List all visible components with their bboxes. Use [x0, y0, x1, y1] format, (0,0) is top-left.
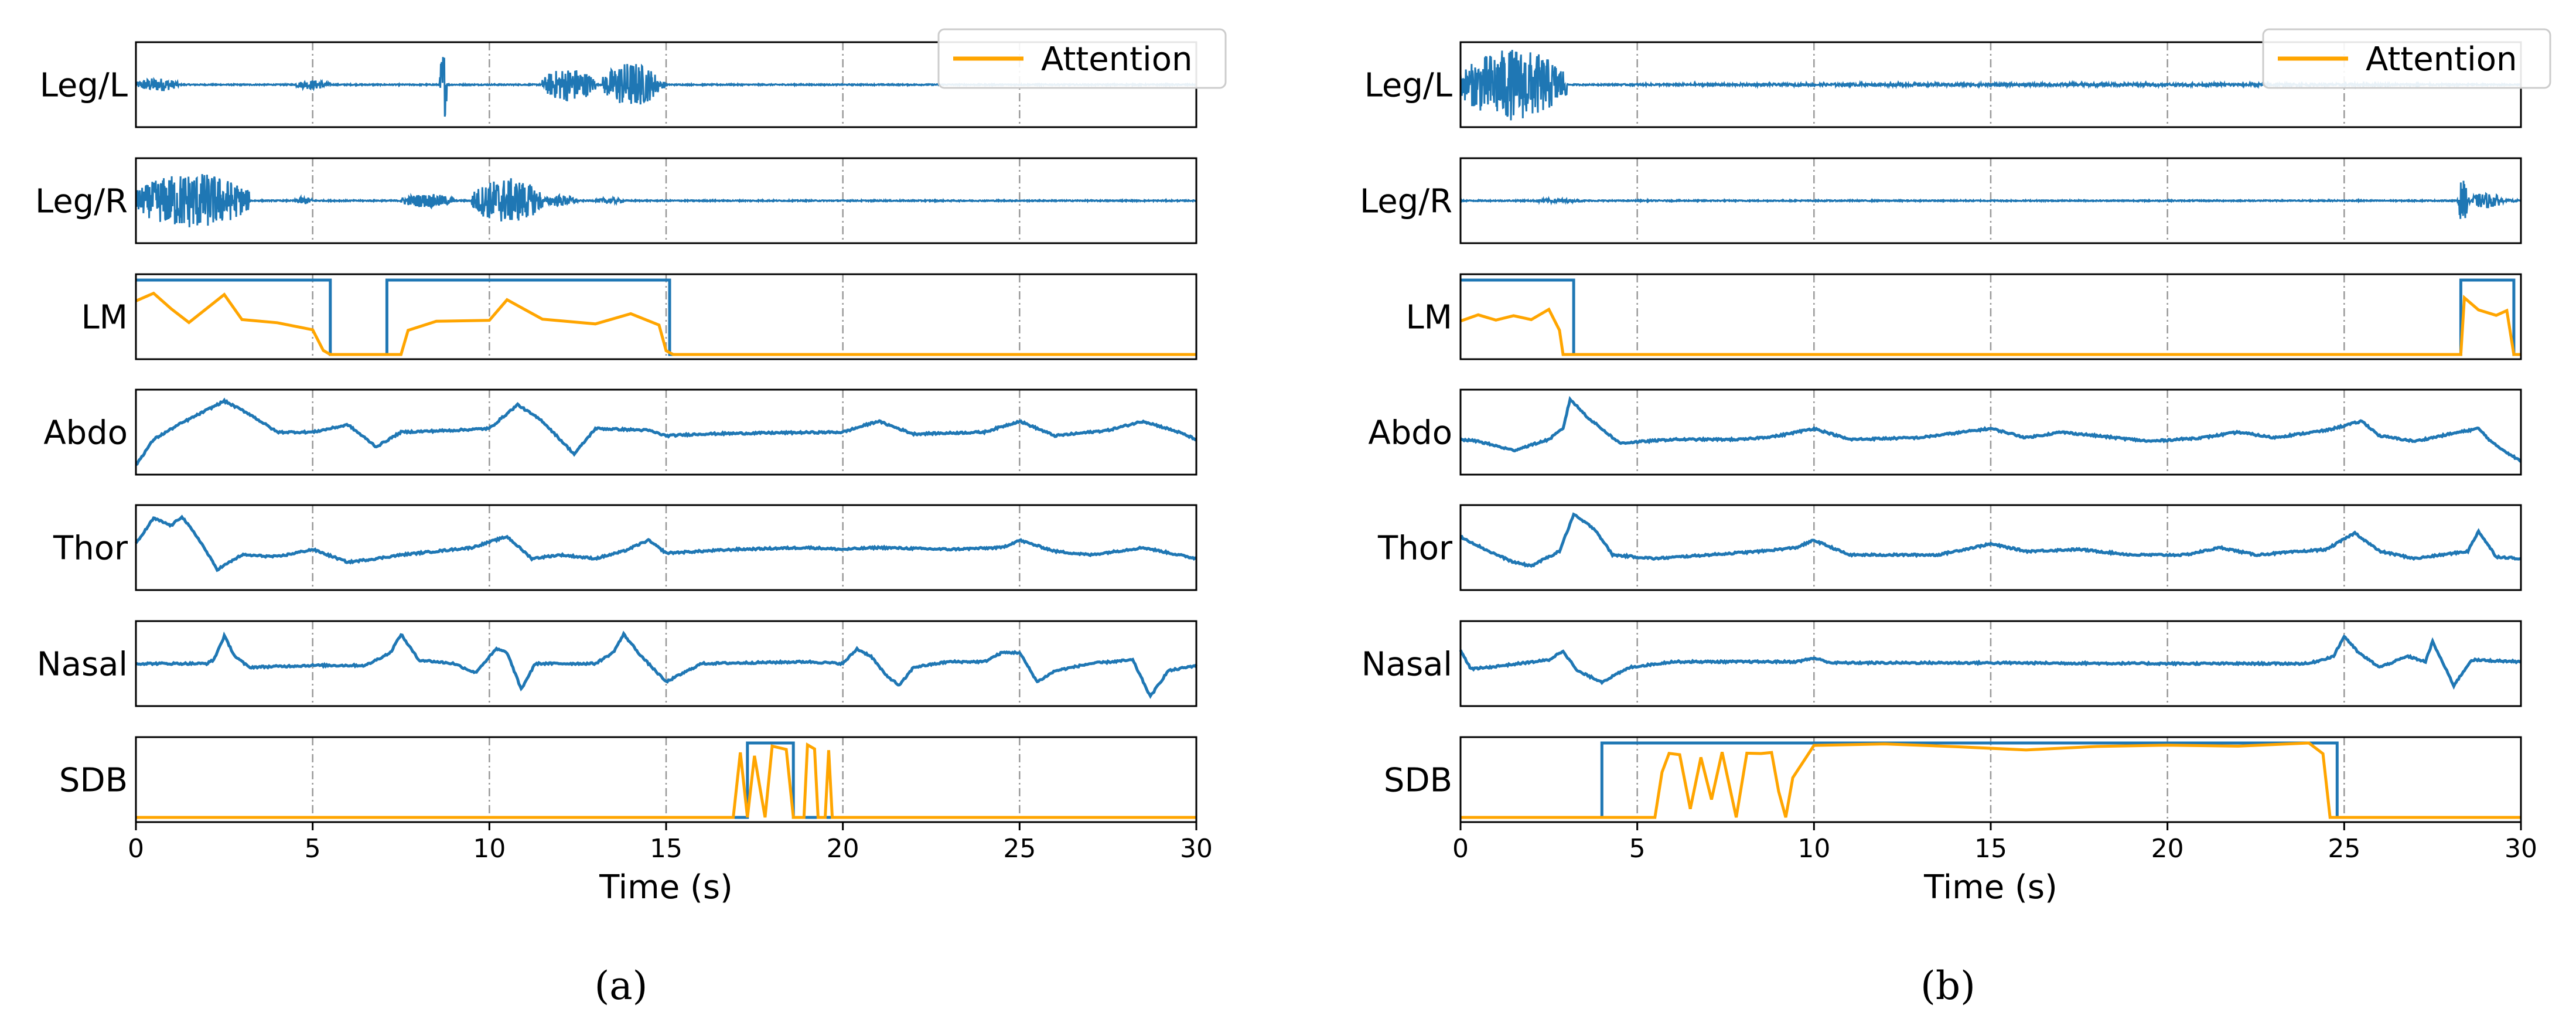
subplot-frame: [135, 273, 1197, 360]
signal-trace: [1459, 634, 2522, 690]
attention-trace: [1460, 295, 2521, 356]
x-tick-label: 0: [128, 834, 144, 864]
x-axis-title: Time (s): [599, 868, 733, 906]
channel-lm: LM: [1405, 273, 2522, 360]
panel-a: Leg/L Leg/R LM Abdo Thor Nasal SDB 0 5 10 15 20 25 30…: [35, 28, 1227, 906]
channel-label: Nasal: [37, 646, 128, 684]
channel-abdo: Abdo: [43, 388, 1197, 476]
subplot-frame: [1459, 504, 2522, 591]
legend-box: [937, 28, 1227, 89]
channel-label: Leg/L: [1364, 67, 1452, 105]
signal-trace: [135, 630, 1198, 699]
channel-label: Thor: [1377, 530, 1453, 568]
channel-label: Abdo: [1368, 414, 1452, 452]
signal-trace: [134, 514, 1197, 572]
x-tick-label: 5: [1629, 834, 1646, 864]
x-tick-label: 30: [1180, 834, 1213, 864]
channel-label: SDB: [59, 762, 128, 800]
subplot-frame: [1459, 273, 2522, 360]
channel-label: Leg/L: [40, 67, 128, 105]
channel-label: SDB: [1384, 762, 1452, 800]
legend: Attention: [937, 28, 1227, 89]
x-tick-label: 20: [2151, 834, 2184, 864]
legend-box: [2262, 28, 2551, 89]
label-trace: [1461, 278, 2521, 356]
signal-trace: [135, 174, 1197, 227]
x-tick-label: 0: [1452, 834, 1469, 864]
legend-label: Attention: [1041, 40, 1192, 79]
channel-label: Leg/R: [1360, 183, 1452, 221]
x-tick-label: 15: [1974, 834, 2007, 864]
channel-sdb: SDB: [59, 736, 1197, 823]
channel-thor: Thor: [1377, 504, 2522, 591]
channel-leg-r: Leg/R: [1360, 157, 2522, 244]
x-tick-label: 5: [305, 834, 321, 864]
channel-label: Leg/R: [35, 183, 128, 221]
attention-trace: [136, 742, 1196, 819]
attention-trace: [1461, 741, 2521, 819]
channel-thor: Thor: [53, 504, 1197, 591]
channel-label: Nasal: [1362, 646, 1452, 684]
panel-b: Leg/L Leg/R LM Abdo Thor Nasal SDB 0 5 10 15 20 25 30…: [1360, 28, 2551, 906]
x-tick-label: 20: [827, 834, 859, 864]
x-tick-label: 15: [650, 834, 683, 864]
panel-a-label: (a): [595, 963, 648, 1008]
channel-abdo: Abdo: [1368, 388, 2522, 476]
attention-trace: [135, 291, 1196, 356]
panel-b-label: (b): [1920, 963, 1975, 1008]
signal-trace: [1459, 180, 2521, 219]
subplot-frame: [135, 388, 1197, 476]
signal-trace: [135, 397, 1197, 466]
channel-label: Abdo: [43, 414, 128, 452]
x-tick-label: 25: [1003, 834, 1036, 864]
subplot-frame: [1459, 157, 2522, 244]
channel-nasal: Nasal: [37, 620, 1198, 707]
x-tick-label: 10: [1797, 834, 1830, 864]
channel-label: LM: [1405, 299, 1452, 337]
channel-leg-r: Leg/R: [35, 157, 1197, 244]
subplot-frame: [135, 620, 1197, 707]
channel-label: LM: [81, 299, 128, 337]
channel-sdb: SDB: [1384, 736, 2522, 823]
subplot-frame: [1459, 388, 2522, 476]
signal-trace: [1459, 396, 2522, 463]
subplot-frame: [1459, 620, 2522, 707]
signal-trace: [1460, 512, 2522, 568]
subplot-frame: [135, 157, 1197, 244]
label-trace: [136, 278, 1196, 356]
x-tick-label: 10: [473, 834, 506, 864]
subplot-frame: [135, 504, 1197, 591]
x-tick-label: 25: [2328, 834, 2360, 864]
x-axis-title: Time (s): [1923, 868, 2058, 906]
channel-nasal: Nasal: [1362, 620, 2522, 707]
x-tick-label: 30: [2505, 834, 2537, 864]
channel-label: Thor: [53, 530, 128, 568]
legend: Attention: [2262, 28, 2551, 89]
legend-label: Attention: [2366, 40, 2517, 79]
channel-lm: LM: [81, 273, 1197, 360]
